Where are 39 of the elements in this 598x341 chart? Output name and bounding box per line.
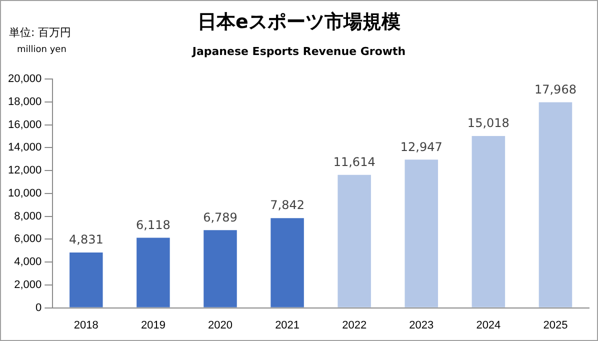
y-tick-label: 14,000 (8, 142, 42, 154)
x-tick-label: 2020 (208, 319, 232, 332)
bar (472, 136, 506, 308)
bar (70, 252, 103, 308)
data-label: 12,947 (400, 140, 442, 154)
data-label: 17,968 (534, 82, 576, 96)
bar (538, 102, 572, 308)
x-tick-label: 2025 (543, 319, 568, 332)
y-tick-label: 4,000 (14, 256, 42, 268)
data-label: 11,614 (333, 155, 376, 170)
x-tick-label: 2023 (409, 319, 434, 332)
y-tick-label: 16,000 (8, 118, 42, 131)
x-tick-label: 2019 (140, 319, 166, 332)
y-tick-label: 2,000 (14, 278, 42, 291)
text: million yen (17, 45, 66, 55)
y-tick-label: 12,000 (8, 164, 42, 177)
data-label: 6,789 (203, 210, 238, 224)
bar (270, 218, 304, 308)
bar (338, 174, 371, 308)
y-tick-label: 6,000 (14, 233, 42, 246)
y-tick-label: 18,000 (8, 96, 42, 108)
bar (204, 230, 237, 308)
x-tick-label: 2021 (275, 319, 300, 332)
data-label: 4,831 (68, 232, 104, 247)
x-tick-label: 2022 (342, 319, 367, 332)
x-tick-label: 2024 (476, 319, 501, 332)
y-tick-label: 8,000 (14, 210, 42, 222)
data-label: 7,842 (270, 198, 304, 212)
bar (404, 160, 438, 308)
bar (136, 238, 170, 308)
x-tick-label: 2018 (74, 319, 98, 332)
chart-title: 日本eスポーツ市場規模 (198, 11, 400, 33)
data-label: 6,118 (136, 218, 170, 232)
y-tick-label: 0 (36, 302, 42, 314)
data-label: 15,018 (467, 116, 510, 130)
y-tick-label: 20,000 (8, 73, 42, 86)
text: 単位: 百万円 (9, 25, 72, 40)
chart-subtitle: Japanese Esports Revenue Growth (192, 45, 406, 58)
y-tick-label: 10,000 (8, 187, 42, 200)
